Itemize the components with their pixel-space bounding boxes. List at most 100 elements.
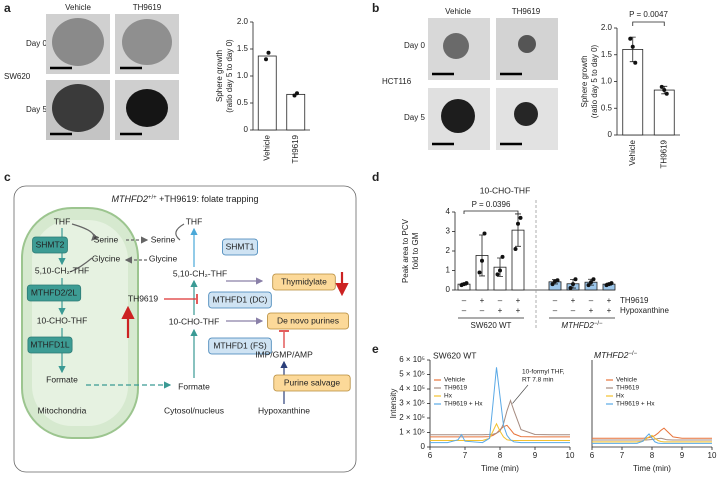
condition-sign: + — [480, 296, 485, 305]
data-point — [586, 283, 591, 288]
data-point — [591, 277, 596, 282]
node-label: THF — [186, 216, 203, 226]
x-axis-label: Time (min) — [481, 464, 519, 473]
node-label: THF — [54, 216, 71, 226]
data-point — [664, 91, 669, 96]
x-tick-label: 7 — [620, 451, 625, 460]
y-tick-label: 5 × 10⁵ — [399, 370, 425, 379]
series-line — [430, 424, 570, 438]
panel-label: e — [372, 342, 379, 356]
y-tick-label: 4 — [446, 207, 451, 216]
condition-label: Hypoxanthine — [620, 306, 669, 315]
p-value: P = 0.0047 — [629, 10, 668, 19]
data-point — [518, 215, 523, 220]
y-axis-label: Peak area to PCV — [401, 218, 410, 283]
condition-sign: + — [571, 296, 576, 305]
micrographs — [46, 14, 179, 140]
condition-sign: + — [516, 306, 521, 315]
y-tick-label: 2 — [446, 246, 451, 255]
data-point — [495, 272, 500, 277]
series-line — [592, 434, 712, 443]
condition-sign: – — [462, 296, 467, 305]
node-label: De novo purines — [277, 315, 339, 325]
x-tick-label: 6 — [428, 451, 433, 460]
row-label: Day 5 — [404, 113, 425, 122]
node-label: 5,10-CH₂-THF — [35, 265, 89, 275]
x-tick-label: 10 — [708, 451, 717, 460]
condition-sign: – — [462, 306, 467, 315]
data-point — [498, 268, 502, 273]
node-label: SHMT1 — [226, 241, 255, 251]
condition-sign: – — [589, 296, 594, 305]
condition-sign: + — [589, 306, 594, 315]
row-label: Day 5 — [26, 105, 47, 114]
series-line — [592, 427, 712, 439]
data-point — [266, 50, 271, 55]
node-box — [208, 337, 272, 355]
chart-title: MTHFD2−/− — [594, 350, 638, 360]
y-tick-label: 1 — [446, 266, 451, 275]
legend-label: Vehicle — [616, 377, 637, 384]
data-point — [609, 281, 614, 286]
x-tick-label: 8 — [498, 451, 503, 460]
series-line — [430, 422, 570, 441]
node-box — [26, 284, 82, 302]
node-label: Hypoxanthine — [258, 405, 310, 415]
condition-sign: – — [553, 306, 558, 315]
condition-label: TH9619 — [620, 296, 649, 305]
node-label: MTHFD2/2L — [31, 287, 78, 297]
node-label: Serine — [94, 234, 119, 244]
condition-sign: – — [498, 296, 503, 305]
series-line — [592, 433, 712, 444]
y-axis-label: (ratio day 5 to day 0) — [590, 44, 599, 118]
mitochondrion — [21, 207, 139, 439]
data-point — [477, 270, 482, 275]
x-tick-label: 9 — [680, 451, 685, 460]
node-box — [208, 291, 272, 309]
genotype: −/− — [594, 321, 603, 327]
x-tick-label: 9 — [533, 451, 538, 460]
node-label: SHMT2 — [36, 239, 65, 249]
row-label: Day 0 — [26, 39, 47, 48]
data-point — [550, 282, 555, 287]
y-axis-label: Sphere growth — [215, 50, 224, 102]
data-point — [500, 254, 505, 259]
y-axis-label: (ratio day 5 to day 0) — [225, 39, 234, 113]
node-box — [27, 336, 73, 354]
y-tick-label: 0 — [608, 130, 613, 139]
data-point — [555, 278, 560, 283]
legend-label: TH9619 + Hx — [444, 401, 483, 408]
column-header: Vehicle — [65, 3, 91, 12]
node-label: 10-CHO-THF — [37, 315, 88, 325]
y-tick-label: 1.0 — [601, 77, 613, 86]
node-label: Glycine — [149, 253, 178, 263]
node-box — [272, 273, 336, 291]
node-label: Formate — [46, 374, 78, 384]
y-tick-label: 2.0 — [601, 23, 613, 32]
chart-title: 10-CHO-THF — [480, 185, 531, 195]
x-tick-label: 8 — [650, 451, 655, 460]
column-header: TH9619 — [133, 3, 162, 12]
data-point — [571, 282, 575, 287]
condition-sign: + — [516, 296, 521, 305]
y-tick-label: 0 — [446, 285, 451, 294]
y-tick-label: 2 × 10⁵ — [399, 413, 425, 422]
condition-sign: – — [553, 296, 558, 305]
data-point — [464, 281, 469, 286]
legend-label: TH9619 + Hx — [616, 401, 655, 408]
condition-sign: + — [607, 306, 612, 315]
node-label: IMP/GMP/AMP — [255, 349, 313, 359]
node-label: Serine — [151, 234, 176, 244]
x-tick-label: Vehicle — [628, 139, 637, 165]
condition-sign: – — [480, 306, 485, 315]
legend-label: TH9619 — [616, 385, 640, 392]
bar — [257, 55, 277, 131]
column-header: TH9619 — [512, 7, 541, 16]
x-tick-label: Vehicle — [262, 134, 271, 160]
annotation: RT 7.8 min — [522, 377, 554, 384]
panel-label: b — [372, 1, 379, 15]
data-point — [628, 36, 633, 41]
bar — [653, 89, 675, 136]
x-axis-label: Time (min) — [633, 464, 671, 473]
gene-name: MTHFD2 — [594, 350, 629, 360]
